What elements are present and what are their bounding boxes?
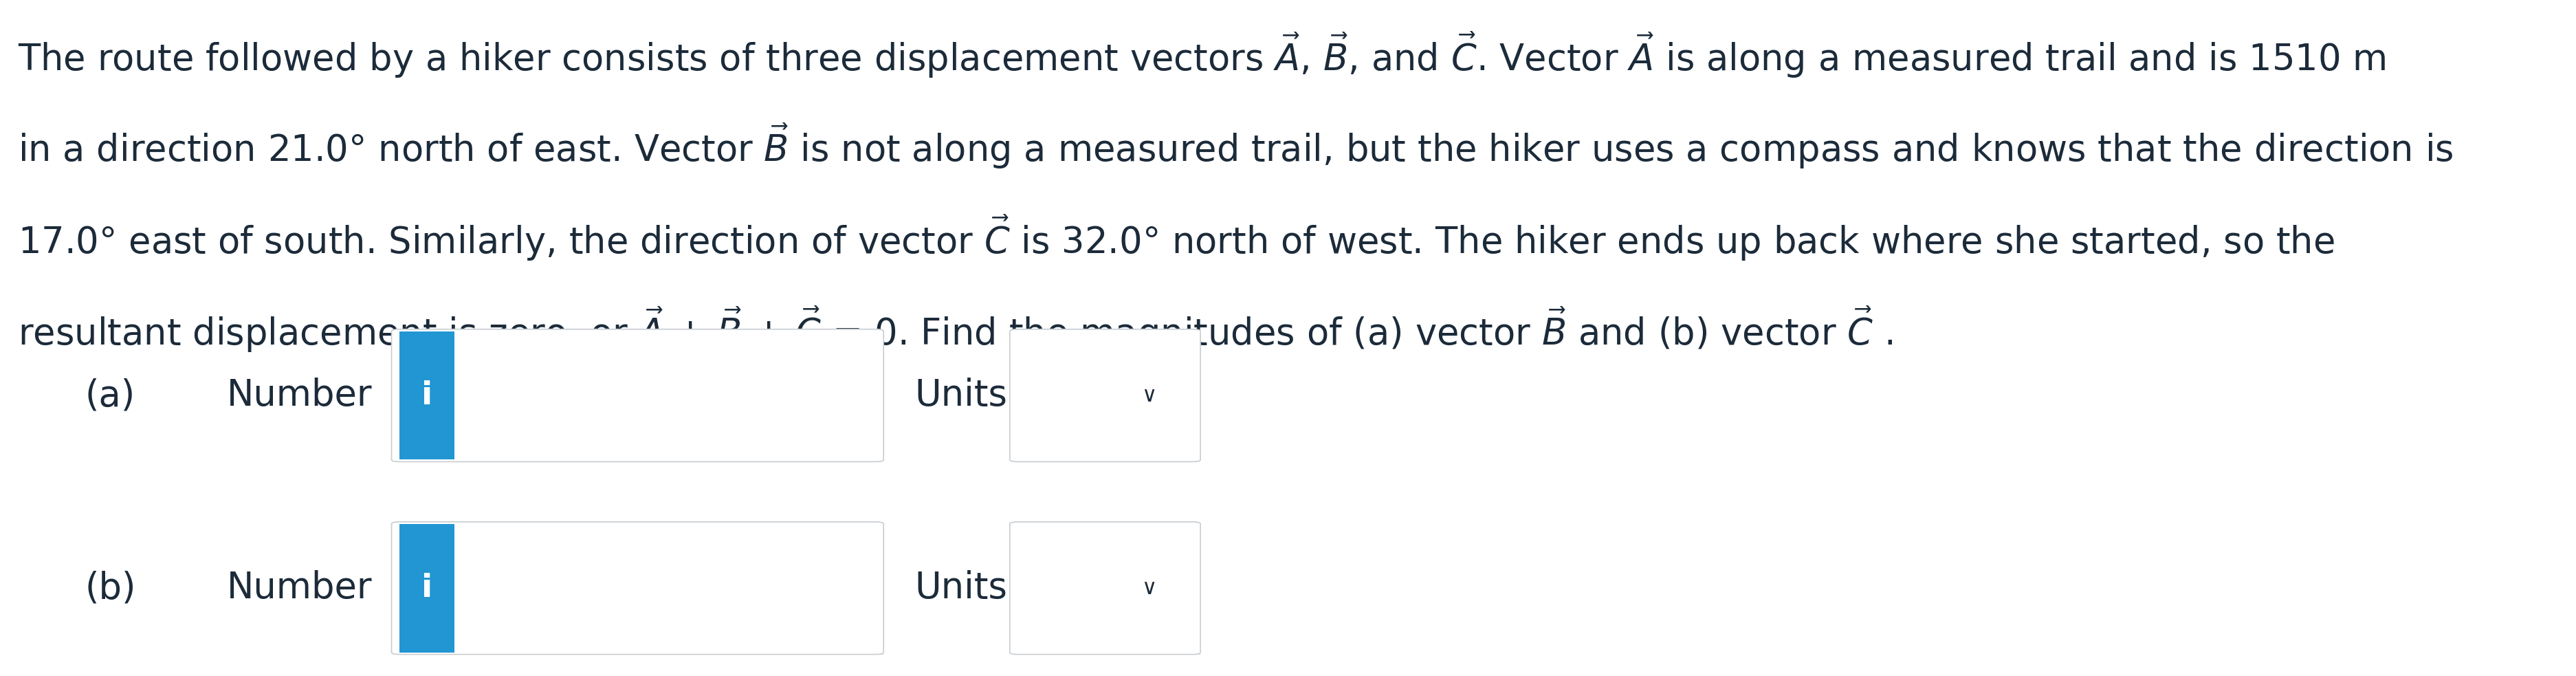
Text: ∨: ∨ [1141, 385, 1157, 406]
Text: resultant displacement is zero, or $\vec{A}$ + $\vec{B}$ + $\vec{C}$ = 0. Find t: resultant displacement is zero, or $\vec… [18, 304, 1893, 354]
FancyBboxPatch shape [1010, 522, 1200, 654]
Text: (b): (b) [85, 571, 137, 606]
Text: Number: Number [227, 378, 371, 413]
Text: The route followed by a hiker consists of three displacement vectors $\vec{A}$, : The route followed by a hiker consists o… [18, 30, 2385, 80]
FancyBboxPatch shape [1010, 329, 1200, 462]
Text: 17.0° east of south. Similarly, the direction of vector $\vec{C}$ is 32.0° north: 17.0° east of south. Similarly, the dire… [18, 213, 2334, 262]
Bar [1025, 333, 1200, 462]
Text: ∨: ∨ [1141, 578, 1157, 598]
FancyBboxPatch shape [392, 522, 884, 654]
Bar [407, 333, 884, 462]
Bar [399, 331, 453, 460]
Bar [1025, 526, 1200, 654]
Bar [407, 526, 884, 654]
Bar [399, 524, 453, 652]
Text: Units: Units [914, 378, 1007, 413]
Text: Number: Number [227, 571, 371, 606]
Text: Units: Units [914, 571, 1007, 606]
Text: i: i [420, 573, 433, 604]
Text: (a): (a) [85, 378, 137, 413]
Text: i: i [420, 380, 433, 411]
Text: in a direction 21.0° north of east. Vector $\vec{B}$ is not along a measured tra: in a direction 21.0° north of east. Vect… [18, 122, 2452, 170]
FancyBboxPatch shape [392, 329, 884, 462]
